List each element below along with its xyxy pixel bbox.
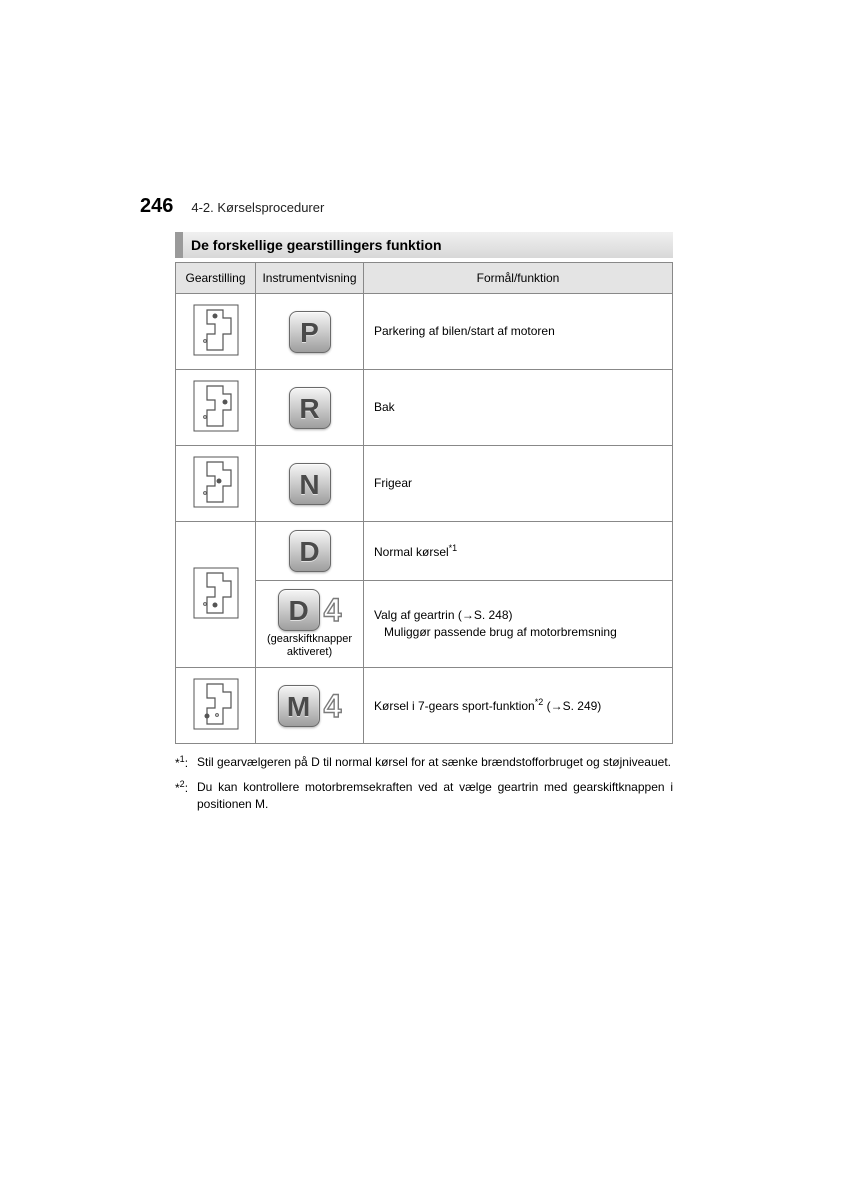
arrow-icon: → (462, 608, 474, 622)
function-n: Frigear (364, 446, 673, 522)
footnote-marker: *2: (175, 779, 197, 813)
func-text: ( (543, 699, 550, 713)
arrow-icon: → (551, 699, 563, 713)
table-header-row: Gearstilling Instrumentvisning Formål/fu… (176, 263, 673, 294)
footnote-2: *2: Du kan kontrollere motorbremsekrafte… (175, 779, 673, 813)
gear-gate-m (176, 668, 256, 744)
sup-ref: *1 (449, 543, 458, 553)
function-p: Parkering af bilen/start af motoren (364, 294, 673, 370)
gear-badge-p: P (289, 311, 331, 353)
function-r: Bak (364, 370, 673, 446)
gate-icon (193, 380, 239, 432)
gear-badge-d: D (289, 530, 331, 572)
footnote-marker: *1: (175, 754, 197, 771)
page-header: 246 4-2. Kørselsprocedurer (140, 195, 324, 218)
function-d: Normal kørsel*1 (364, 522, 673, 581)
section-label: 4-2. Kørselsprocedurer (191, 200, 324, 215)
header-function: Formål/funktion (364, 263, 673, 294)
gear-badge-d4: D 4 (278, 589, 342, 631)
table-row: D Normal kørsel*1 (176, 522, 673, 581)
instrument-m4: M 4 (256, 668, 364, 744)
function-d4: Valg af geartrin (→S. 248) Muliggør pass… (364, 581, 673, 668)
table-row: P Parkering af bilen/start af motoren (176, 294, 673, 370)
table-row: N Frigear (176, 446, 673, 522)
gear-number: 4 (324, 589, 342, 631)
section-title: De forskellige gearstillingers funktion (175, 232, 673, 258)
gear-badge-m4: M 4 (278, 685, 342, 727)
content-area: De forskellige gearstillingers funktion … (175, 232, 673, 821)
instrument-d4: D 4 (gearskiftknapper aktiveret) (256, 581, 364, 668)
instrument-d: D (256, 522, 364, 581)
func-text: Muliggør passende brug af motorbremsning (384, 624, 662, 641)
gear-gate-r (176, 370, 256, 446)
gate-icon (193, 456, 239, 508)
func-text: Normal kørsel (374, 545, 449, 559)
footnote-1: *1: Stil gearvælgeren på D til normal kø… (175, 754, 673, 771)
footnote-text: Stil gearvælgeren på D til normal kørsel… (197, 754, 673, 771)
gate-icon (193, 304, 239, 356)
func-text: Kørsel i 7-gears sport-funktion (374, 699, 535, 713)
gear-number: 4 (324, 685, 342, 727)
footnotes: *1: Stil gearvælgeren på D til normal kø… (175, 754, 673, 812)
instrument-r: R (256, 370, 364, 446)
func-text: S. 248) (474, 608, 513, 622)
instrument-caption: (gearskiftknapper aktiveret) (260, 633, 359, 659)
gear-badge-n: N (289, 463, 331, 505)
func-text: Valg af geartrin ( (374, 608, 462, 622)
gear-table: Gearstilling Instrumentvisning Formål/fu… (175, 262, 673, 744)
page-number: 246 (140, 195, 173, 218)
func-text: S. 249) (563, 699, 602, 713)
header-instrument: Instrumentvisning (256, 263, 364, 294)
table-row: M 4 Kørsel i 7-gears sport-funktion*2 (→… (176, 668, 673, 744)
gear-badge-r: R (289, 387, 331, 429)
sup-ref: *2 (535, 697, 544, 707)
table-row: R Bak (176, 370, 673, 446)
function-m4: Kørsel i 7-gears sport-funktion*2 (→S. 2… (364, 668, 673, 744)
gate-icon (193, 567, 239, 619)
gear-gate-p (176, 294, 256, 370)
header-gearstilling: Gearstilling (176, 263, 256, 294)
gate-icon (193, 678, 239, 730)
footnote-text: Du kan kontrollere motorbremsekraften ve… (197, 779, 673, 813)
gear-gate-d (176, 522, 256, 668)
gear-gate-n (176, 446, 256, 522)
instrument-p: P (256, 294, 364, 370)
instrument-n: N (256, 446, 364, 522)
